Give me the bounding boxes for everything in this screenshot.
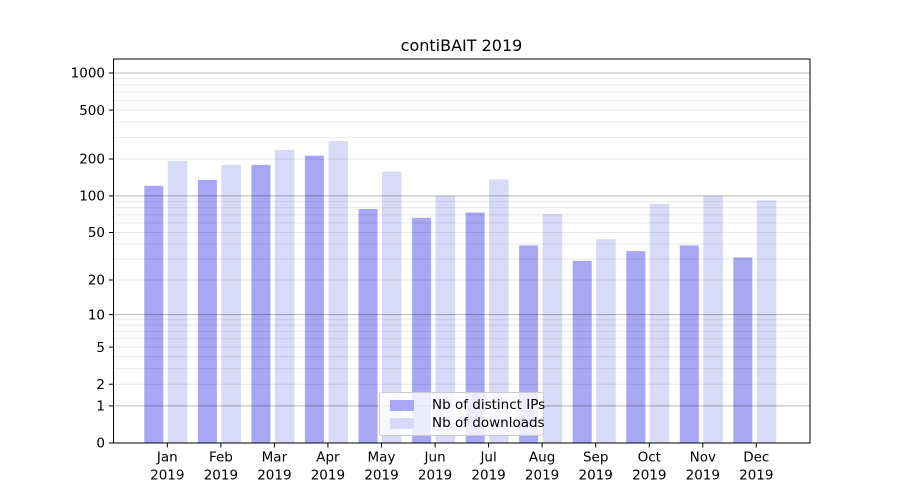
legend-item-downloads: Nb of downloads <box>388 414 545 432</box>
legend-swatch-downloads <box>390 417 414 429</box>
axes-frame <box>113 58 811 444</box>
x-tick-label-year-sep: 2019 <box>579 468 613 484</box>
bar-downloads-mar <box>274 150 295 443</box>
y-tick-label-500: 500 <box>79 103 105 119</box>
bar-distinct-ips-jul <box>465 212 485 443</box>
bar-downloads-nov <box>703 195 723 443</box>
y-tick-label-10: 10 <box>88 307 105 323</box>
bar-distinct-ips-dec <box>733 257 753 443</box>
legend-label-downloads: Nb of downloads <box>432 415 545 431</box>
bar-downloads-dec <box>756 200 777 443</box>
y-tick-label-1: 1 <box>96 399 105 415</box>
x-tick-label-month-may: May <box>368 450 396 466</box>
bar-downloads-sep <box>596 239 616 443</box>
bar-downloads-aug <box>542 214 563 443</box>
x-tick-label-year-apr: 2019 <box>311 468 345 484</box>
bar-distinct-ips-apr <box>304 155 324 443</box>
x-tick-label-year-jun: 2019 <box>418 468 452 484</box>
bar-downloads-jan <box>167 160 188 443</box>
y-tick-label-0: 0 <box>96 436 105 452</box>
x-tick-label-year-oct: 2019 <box>632 468 666 484</box>
bar-distinct-ips-mar <box>251 164 271 443</box>
x-tick-label-year-jan: 2019 <box>150 468 184 484</box>
y-tick-label-20: 20 <box>88 273 105 289</box>
x-tick-label-month-jan: Jan <box>156 450 178 466</box>
y-tick-label-50: 50 <box>88 225 105 241</box>
x-tick-label-month-jul: Jul <box>479 450 496 466</box>
bar-downloads-oct <box>649 203 670 443</box>
bar-downloads-jun <box>435 195 456 443</box>
bar-distinct-ips-sep <box>572 260 592 443</box>
chart-title: contiBAIT 2019 <box>400 36 523 55</box>
bar-downloads-apr <box>328 141 348 443</box>
bar-distinct-ips-may <box>358 209 378 443</box>
x-tick-label-month-nov: Nov <box>690 450 716 466</box>
legend: Nb of distinct IPs Nb of downloads <box>379 392 545 436</box>
x-tick-label-year-nov: 2019 <box>686 468 720 484</box>
x-tick-label-month-oct: Oct <box>638 450 661 466</box>
bar-distinct-ips-jun <box>412 217 432 443</box>
x-tick-label-year-aug: 2019 <box>525 468 559 484</box>
x-tick-label-month-mar: Mar <box>262 450 288 466</box>
bar-distinct-ips-nov <box>679 245 699 443</box>
x-tick-label-year-mar: 2019 <box>257 468 291 484</box>
x-tick-label-month-feb: Feb <box>209 450 233 466</box>
x-tick-label-month-sep: Sep <box>583 450 608 466</box>
y-tick-label-2: 2 <box>96 377 105 393</box>
x-tick-label-month-aug: Aug <box>529 450 555 466</box>
y-tick-label-5: 5 <box>96 340 105 356</box>
x-tick-label-month-jun: Jun <box>424 450 446 466</box>
legend-item-distinct-ips: Nb of distinct IPs <box>388 396 545 414</box>
y-tick-label-1000: 1000 <box>71 66 105 82</box>
legend-swatch-distinct-ips <box>390 399 414 411</box>
legend-label-distinct-ips: Nb of distinct IPs <box>432 397 546 413</box>
x-tick-label-month-dec: Dec <box>743 450 769 466</box>
y-tick-label-200: 200 <box>79 152 105 168</box>
bar-downloads-feb <box>221 164 241 443</box>
x-tick-label-year-dec: 2019 <box>739 468 773 484</box>
bar-distinct-ips-feb <box>197 179 217 443</box>
bar-distinct-ips-jan <box>144 185 164 444</box>
bar-distinct-ips-oct <box>626 251 646 443</box>
bar-downloads-may <box>382 171 402 443</box>
x-tick-label-year-may: 2019 <box>364 468 398 484</box>
bar-downloads-jul <box>489 179 509 443</box>
x-tick-label-month-apr: Apr <box>316 450 340 466</box>
x-tick-label-year-jul: 2019 <box>471 468 505 484</box>
y-tick-label-100: 100 <box>79 189 105 205</box>
x-tick-label-year-feb: 2019 <box>204 468 238 484</box>
